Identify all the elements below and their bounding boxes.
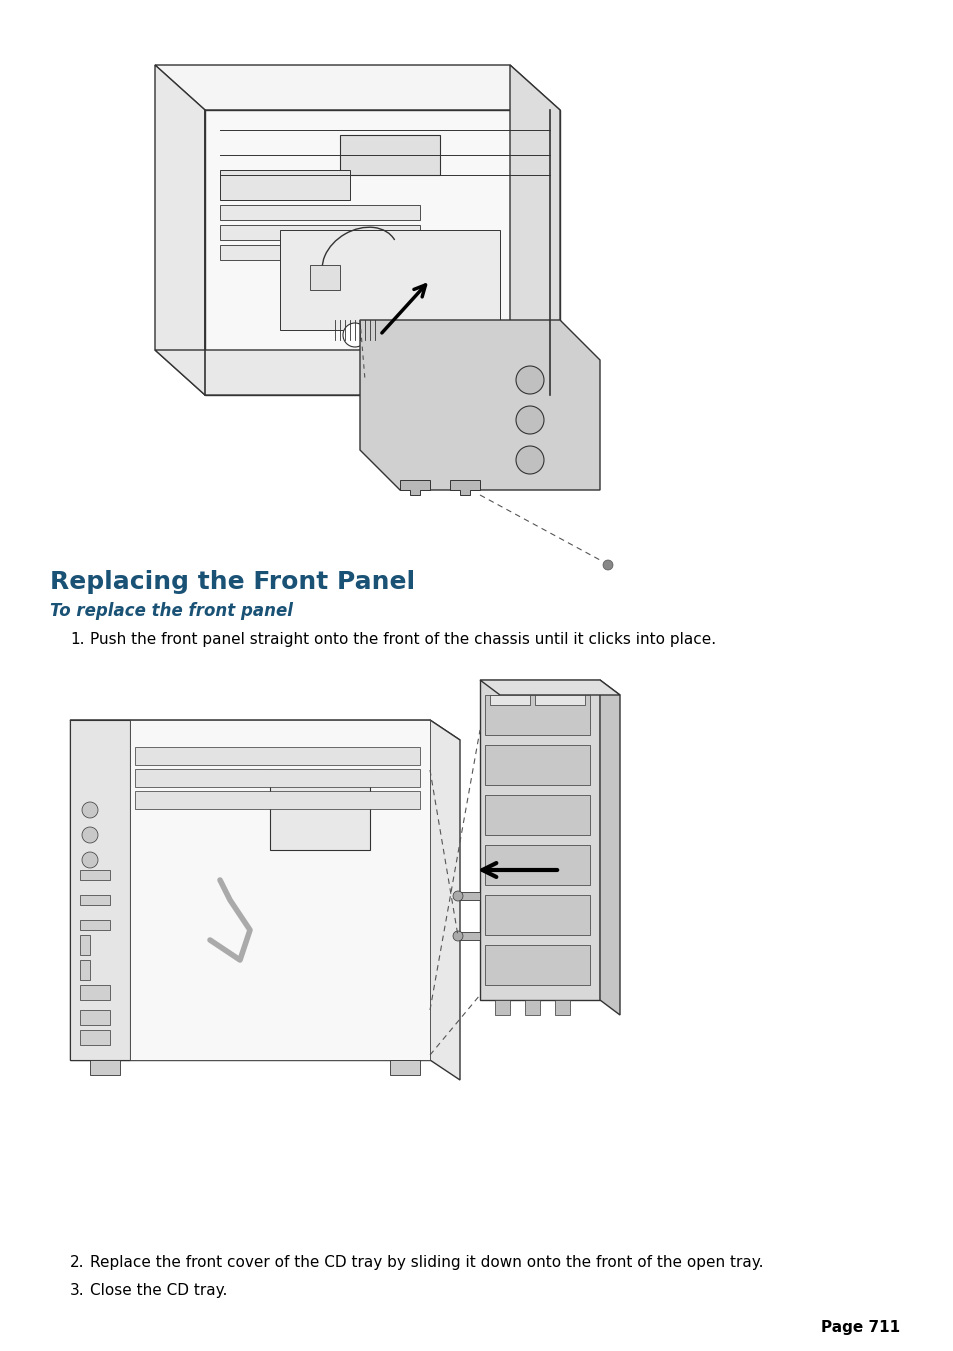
Circle shape: [516, 407, 543, 434]
FancyBboxPatch shape: [80, 920, 110, 929]
Circle shape: [82, 852, 98, 867]
Circle shape: [82, 802, 98, 817]
FancyBboxPatch shape: [555, 1000, 569, 1015]
FancyBboxPatch shape: [339, 135, 439, 176]
FancyBboxPatch shape: [80, 961, 90, 979]
FancyBboxPatch shape: [484, 894, 589, 935]
Text: Push the front panel straight onto the front of the chassis until it clicks into: Push the front panel straight onto the f…: [90, 632, 716, 647]
FancyBboxPatch shape: [479, 680, 599, 1000]
Text: Close the CD tray.: Close the CD tray.: [90, 1283, 227, 1298]
Text: Page 711: Page 711: [820, 1320, 899, 1335]
Polygon shape: [510, 65, 559, 394]
FancyBboxPatch shape: [80, 1011, 110, 1025]
Text: Replacing the Front Panel: Replacing the Front Panel: [50, 570, 415, 594]
FancyBboxPatch shape: [135, 790, 419, 809]
FancyBboxPatch shape: [90, 1061, 120, 1075]
Polygon shape: [154, 350, 559, 394]
Polygon shape: [479, 680, 619, 694]
FancyBboxPatch shape: [459, 892, 479, 900]
FancyBboxPatch shape: [490, 694, 530, 705]
FancyBboxPatch shape: [495, 1000, 510, 1015]
Polygon shape: [399, 480, 430, 494]
FancyBboxPatch shape: [524, 1000, 539, 1015]
FancyBboxPatch shape: [80, 894, 110, 905]
Polygon shape: [154, 65, 559, 109]
Polygon shape: [359, 320, 599, 490]
Circle shape: [516, 366, 543, 394]
Circle shape: [516, 446, 543, 474]
FancyBboxPatch shape: [270, 770, 370, 850]
Text: Replace the front cover of the CD tray by sliding it down onto the front of the : Replace the front cover of the CD tray b…: [90, 1255, 762, 1270]
FancyBboxPatch shape: [135, 769, 419, 788]
Polygon shape: [154, 65, 205, 394]
Circle shape: [453, 892, 462, 901]
FancyBboxPatch shape: [70, 720, 430, 1061]
Polygon shape: [599, 680, 619, 1015]
FancyBboxPatch shape: [80, 1029, 110, 1046]
FancyBboxPatch shape: [70, 720, 130, 1061]
FancyBboxPatch shape: [459, 932, 479, 940]
Polygon shape: [430, 720, 459, 1079]
FancyBboxPatch shape: [220, 226, 419, 240]
Polygon shape: [450, 480, 479, 494]
FancyBboxPatch shape: [484, 744, 589, 785]
FancyBboxPatch shape: [484, 794, 589, 835]
FancyBboxPatch shape: [135, 747, 419, 765]
FancyBboxPatch shape: [80, 985, 110, 1000]
FancyBboxPatch shape: [484, 944, 589, 985]
FancyBboxPatch shape: [130, 720, 430, 1061]
Text: 1.: 1.: [70, 632, 85, 647]
Circle shape: [602, 561, 613, 570]
FancyBboxPatch shape: [220, 170, 350, 200]
Circle shape: [82, 827, 98, 843]
Polygon shape: [70, 720, 459, 740]
FancyBboxPatch shape: [484, 844, 589, 885]
Polygon shape: [205, 109, 559, 394]
FancyBboxPatch shape: [390, 1061, 419, 1075]
FancyBboxPatch shape: [80, 935, 90, 955]
FancyBboxPatch shape: [220, 245, 419, 259]
Text: 3.: 3.: [70, 1283, 85, 1298]
FancyBboxPatch shape: [280, 230, 499, 330]
Text: To replace the front panel: To replace the front panel: [50, 603, 293, 620]
Circle shape: [453, 931, 462, 942]
FancyBboxPatch shape: [220, 205, 419, 220]
FancyBboxPatch shape: [484, 694, 589, 735]
Circle shape: [343, 323, 367, 347]
FancyBboxPatch shape: [310, 265, 339, 290]
FancyBboxPatch shape: [535, 694, 584, 705]
FancyBboxPatch shape: [80, 870, 110, 880]
Text: 2.: 2.: [70, 1255, 85, 1270]
